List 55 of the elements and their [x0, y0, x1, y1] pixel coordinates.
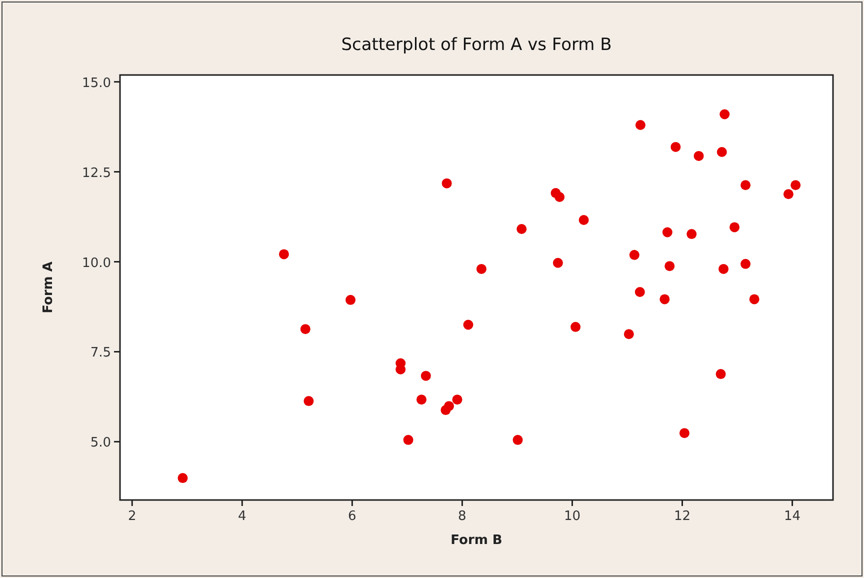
point: [554, 192, 565, 202]
y-tick-label: 10.0: [82, 256, 111, 271]
x-axis-title: Form B: [450, 533, 502, 548]
point: [516, 224, 527, 234]
point: [716, 369, 726, 380]
point: [452, 394, 462, 405]
point: [749, 294, 760, 304]
point: [660, 294, 670, 304]
y-tick-label: 12.5: [82, 166, 111, 181]
point: [512, 434, 523, 445]
point: [629, 250, 640, 260]
point: [346, 294, 356, 305]
point: [570, 322, 581, 332]
point: [740, 180, 751, 190]
point: [720, 109, 730, 120]
point: [416, 394, 426, 405]
point: [694, 150, 704, 161]
point: [552, 258, 563, 268]
point: [476, 264, 486, 274]
point: [740, 258, 751, 269]
point: [718, 264, 729, 274]
point: [790, 180, 801, 190]
point: [679, 428, 690, 438]
y-axis-title: Form A: [41, 262, 56, 314]
point: [420, 370, 431, 381]
x-tick-label: 12: [674, 509, 691, 524]
chart-title: Scatterplot of Form A vs Form B: [341, 35, 612, 55]
y-tick-label: 5.0: [90, 436, 111, 451]
point: [304, 396, 314, 406]
point: [662, 227, 672, 238]
y-tick-label: 15.0: [82, 76, 111, 91]
x-tick-label: 14: [784, 509, 801, 524]
point: [463, 320, 474, 330]
point: [178, 473, 188, 484]
x-tick-label: 10: [564, 509, 580, 524]
point: [664, 261, 675, 272]
point: [578, 215, 589, 226]
point: [624, 329, 634, 340]
point: [300, 324, 310, 334]
point: [278, 249, 289, 260]
point: [403, 434, 414, 445]
point: [442, 178, 452, 188]
point: [634, 287, 645, 297]
point: [686, 229, 697, 240]
point: [730, 222, 740, 232]
y-tick-label: 7.5: [90, 346, 111, 361]
x-tick-label: 2: [128, 509, 136, 524]
point: [635, 120, 646, 130]
x-tick-label: 6: [348, 509, 356, 524]
x-tick-label: 4: [238, 509, 246, 524]
x-tick-label: 8: [458, 509, 466, 524]
point: [444, 401, 454, 412]
point: [670, 142, 681, 152]
point: [716, 147, 727, 158]
point: [783, 189, 794, 200]
